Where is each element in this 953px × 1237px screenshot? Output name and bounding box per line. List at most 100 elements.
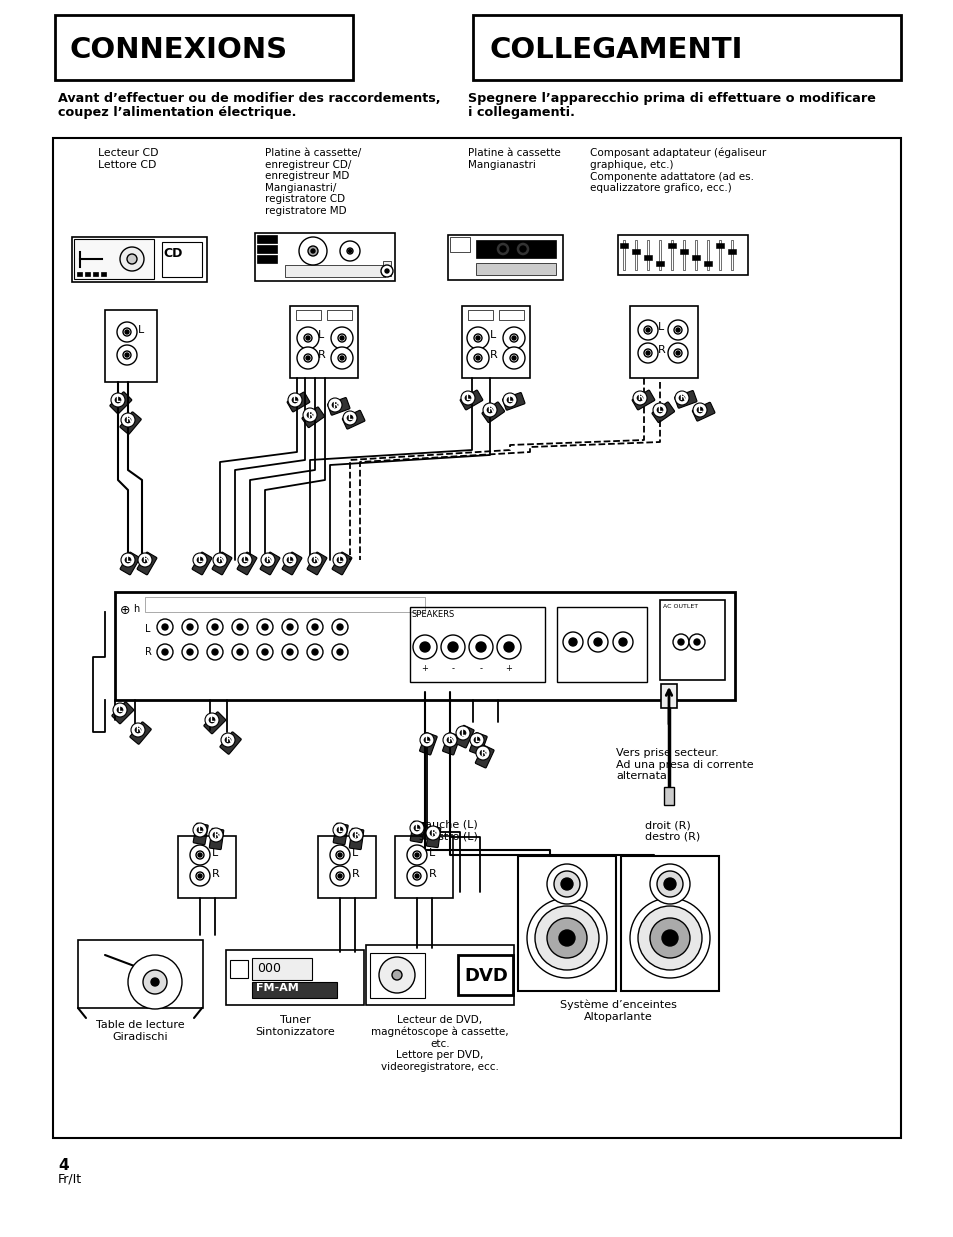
Circle shape	[339, 241, 359, 261]
Circle shape	[349, 828, 363, 842]
Circle shape	[502, 327, 524, 349]
Bar	[656, 261, 663, 266]
Bar	[256, 255, 276, 263]
Circle shape	[347, 414, 353, 421]
Text: -: -	[451, 664, 454, 673]
Bar	[679, 249, 687, 254]
Bar	[643, 255, 651, 260]
Circle shape	[198, 875, 202, 878]
Circle shape	[512, 336, 516, 340]
Circle shape	[649, 863, 689, 904]
Circle shape	[476, 356, 479, 360]
Circle shape	[613, 632, 633, 652]
Bar	[659, 600, 724, 680]
FancyBboxPatch shape	[130, 722, 152, 745]
Circle shape	[415, 854, 418, 857]
Circle shape	[296, 348, 318, 369]
Circle shape	[594, 638, 601, 646]
Text: L: L	[242, 555, 247, 564]
Bar	[691, 255, 700, 260]
Circle shape	[236, 623, 243, 630]
Text: R: R	[353, 830, 358, 840]
Text: DVD: DVD	[463, 967, 507, 985]
Circle shape	[496, 242, 510, 256]
Text: L: L	[317, 330, 324, 340]
Circle shape	[347, 247, 353, 254]
Circle shape	[143, 970, 167, 995]
Circle shape	[331, 348, 353, 369]
Text: L: L	[117, 705, 122, 715]
Circle shape	[558, 930, 575, 946]
Bar	[448, 235, 562, 280]
Circle shape	[469, 635, 493, 659]
Circle shape	[535, 905, 598, 970]
Text: L: L	[474, 736, 479, 745]
Circle shape	[476, 746, 490, 760]
FancyBboxPatch shape	[120, 552, 140, 575]
Circle shape	[288, 393, 302, 407]
Bar	[667, 242, 676, 247]
Bar	[370, 952, 424, 998]
Circle shape	[312, 649, 317, 656]
Circle shape	[308, 246, 317, 256]
Circle shape	[587, 632, 607, 652]
Text: L: L	[465, 393, 470, 402]
Text: R: R	[213, 830, 218, 840]
Text: L: L	[415, 824, 419, 833]
Circle shape	[196, 557, 203, 563]
Circle shape	[337, 854, 341, 857]
Circle shape	[190, 845, 210, 865]
Bar	[620, 856, 719, 991]
FancyBboxPatch shape	[112, 701, 133, 724]
Circle shape	[212, 623, 218, 630]
Circle shape	[673, 349, 681, 357]
Circle shape	[380, 265, 393, 277]
Text: AC OUTLET: AC OUTLET	[662, 604, 698, 609]
Circle shape	[652, 403, 666, 417]
Text: R: R	[225, 736, 231, 745]
Circle shape	[546, 863, 586, 904]
Circle shape	[464, 395, 471, 401]
Bar	[101, 272, 106, 276]
Circle shape	[312, 623, 317, 630]
Circle shape	[676, 351, 679, 355]
Circle shape	[195, 872, 204, 880]
FancyBboxPatch shape	[426, 826, 440, 847]
Circle shape	[661, 930, 678, 946]
Bar	[178, 836, 235, 898]
Circle shape	[162, 623, 168, 630]
Circle shape	[339, 336, 344, 340]
FancyBboxPatch shape	[302, 407, 324, 428]
Text: droit (R)
destro (R): droit (R) destro (R)	[644, 820, 700, 841]
Circle shape	[292, 397, 297, 403]
Circle shape	[157, 644, 172, 661]
Circle shape	[332, 618, 348, 635]
Circle shape	[693, 640, 700, 644]
Circle shape	[123, 328, 131, 336]
Circle shape	[221, 734, 234, 747]
FancyBboxPatch shape	[137, 552, 156, 575]
Circle shape	[673, 327, 681, 334]
Circle shape	[125, 417, 131, 423]
Text: R: R	[312, 555, 317, 564]
Text: R: R	[479, 748, 485, 757]
Bar	[256, 235, 276, 242]
Bar	[74, 239, 153, 280]
Circle shape	[502, 348, 524, 369]
Circle shape	[205, 713, 219, 727]
Text: +: +	[505, 664, 512, 673]
Text: R: R	[352, 870, 359, 880]
Circle shape	[193, 553, 207, 567]
Text: 4: 4	[58, 1158, 69, 1173]
Text: L: L	[460, 729, 465, 737]
Bar	[670, 240, 672, 270]
Circle shape	[419, 642, 430, 652]
FancyBboxPatch shape	[651, 402, 674, 423]
Circle shape	[645, 351, 649, 355]
FancyBboxPatch shape	[332, 552, 352, 575]
Text: Lecteur de DVD,
magnétoscope à cassette,
etc.
Lettore per DVD,
videoregistratore: Lecteur de DVD, magnétoscope à cassette,…	[371, 1016, 508, 1072]
FancyBboxPatch shape	[237, 552, 256, 575]
Text: R: R	[679, 393, 684, 402]
FancyBboxPatch shape	[212, 552, 232, 575]
Circle shape	[236, 649, 243, 656]
